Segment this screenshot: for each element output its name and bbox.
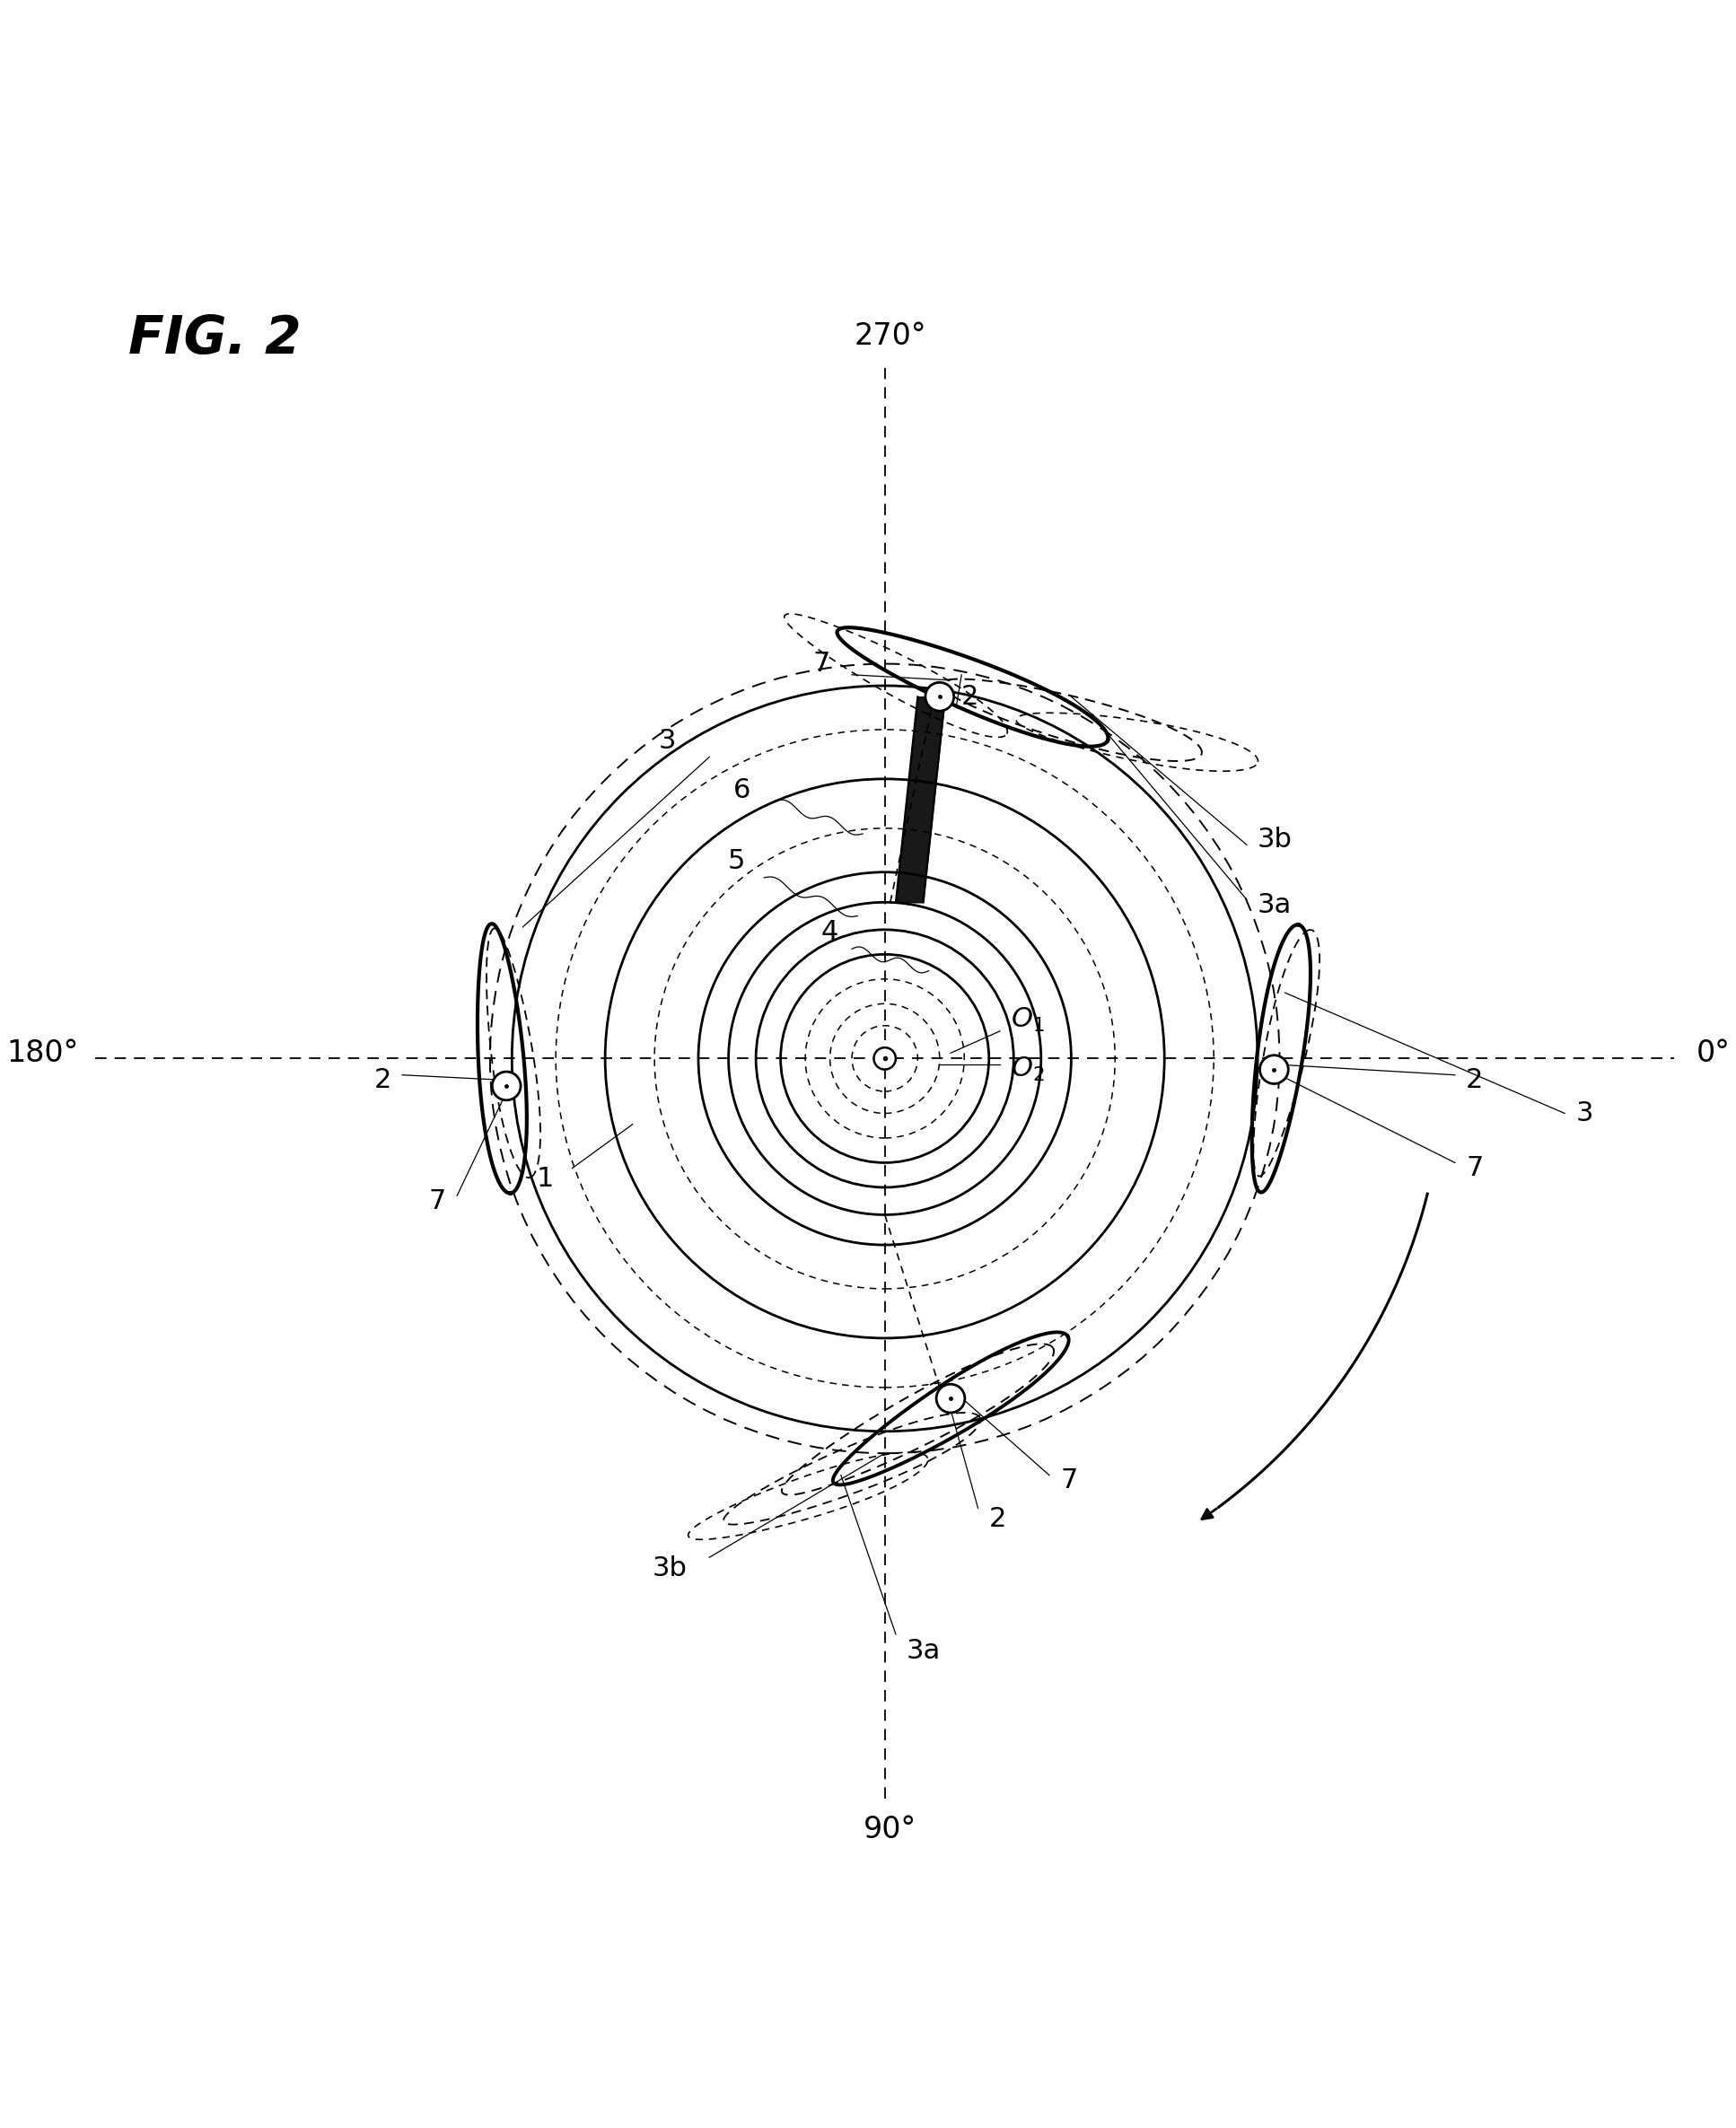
Text: FIG. 2: FIG. 2 (128, 313, 300, 364)
Text: $O_1$: $O_1$ (1010, 1007, 1045, 1034)
Text: 7: 7 (812, 651, 830, 677)
Text: 1: 1 (536, 1166, 554, 1192)
Circle shape (1260, 1055, 1288, 1083)
Text: 3b: 3b (653, 1556, 687, 1581)
Text: 2: 2 (373, 1068, 391, 1094)
Text: 7: 7 (1061, 1468, 1078, 1494)
Circle shape (493, 1073, 521, 1100)
Text: 180°: 180° (7, 1038, 78, 1068)
Text: 2: 2 (962, 683, 979, 711)
Text: 270°: 270° (854, 321, 927, 351)
Text: 6: 6 (734, 777, 752, 802)
Text: 4: 4 (821, 919, 838, 945)
Text: 3a: 3a (906, 1639, 941, 1664)
Text: 2: 2 (990, 1507, 1007, 1532)
Text: 3a: 3a (1257, 892, 1292, 917)
Text: 90°: 90° (865, 1815, 917, 1845)
Text: 5: 5 (727, 849, 745, 875)
Circle shape (936, 1383, 965, 1413)
Text: 0°: 0° (1696, 1038, 1731, 1068)
Text: 2: 2 (1465, 1068, 1483, 1094)
Text: 7: 7 (429, 1187, 446, 1215)
Circle shape (873, 1047, 896, 1070)
Text: 3: 3 (1576, 1100, 1594, 1126)
Text: 7: 7 (1465, 1156, 1483, 1181)
Text: $O_2$: $O_2$ (1010, 1055, 1045, 1083)
Text: 3b: 3b (1257, 826, 1293, 851)
Circle shape (925, 683, 953, 711)
Text: 3: 3 (660, 728, 677, 753)
